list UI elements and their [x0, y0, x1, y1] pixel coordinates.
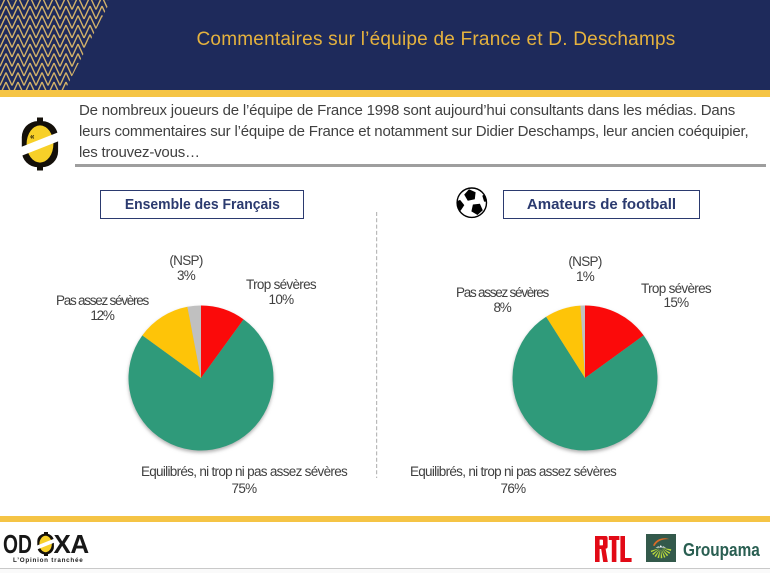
svg-text:«: « — [30, 132, 35, 141]
